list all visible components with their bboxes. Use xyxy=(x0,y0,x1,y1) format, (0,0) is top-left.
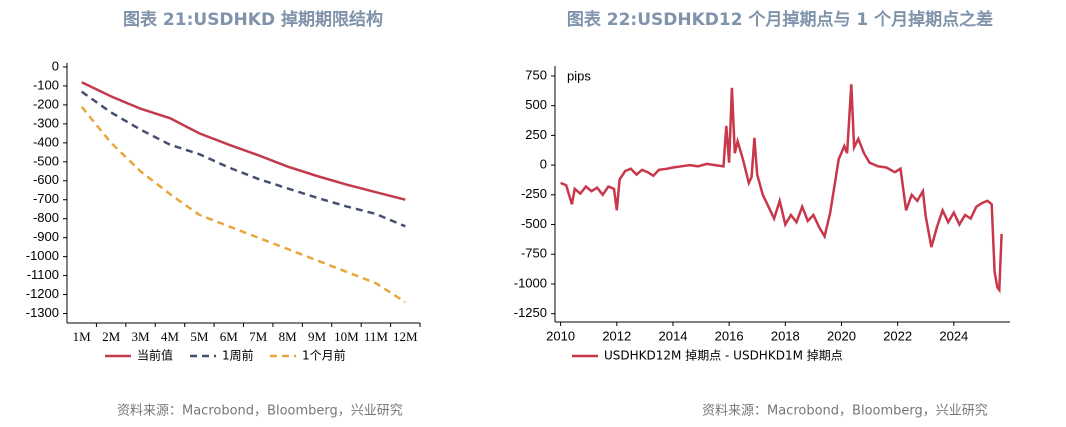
source: 资料来源：Macrobond，Bloomberg，兴业研究 xyxy=(117,404,403,419)
x-tick-label: 2024 xyxy=(939,328,968,343)
x-tick-label: 2012 xyxy=(602,328,631,343)
legend-label: USDHKD12M 掉期点 - USDHKD1M 掉期点 xyxy=(604,349,843,363)
y-tick-label: 0 xyxy=(540,157,547,172)
x-tick-label: 2018 xyxy=(771,328,800,343)
legend-label: 1个月前 xyxy=(302,348,346,363)
x-tick-label: 2010 xyxy=(546,328,575,343)
y-tick-label: -600 xyxy=(33,172,59,187)
annotation: pips xyxy=(567,68,591,83)
x-tick-label: 7M xyxy=(249,329,268,344)
y-tick-label: -100 xyxy=(33,77,59,92)
x-tick-label: 4M xyxy=(161,329,180,344)
x-tick-label: 2020 xyxy=(827,328,856,343)
y-tick-label: -250 xyxy=(521,186,547,201)
legend-label: 当前值 xyxy=(137,348,173,363)
x-tick-label: 2022 xyxy=(883,328,912,343)
x-tick-label: 5M xyxy=(190,329,209,344)
y-tick-label: -1250 xyxy=(514,305,547,320)
source: 资料来源：Macrobond，Bloomberg，兴业研究 xyxy=(702,404,988,419)
x-tick-label: 10M xyxy=(334,329,359,344)
y-tick-label: -800 xyxy=(33,210,59,225)
y-tick-label: 250 xyxy=(525,127,547,142)
y-tick-label: -400 xyxy=(33,134,59,149)
y-tick-label: -900 xyxy=(33,229,59,244)
x-tick-label: 3M xyxy=(132,329,151,344)
y-tick-label: -1200 xyxy=(26,286,59,301)
y-tick-label: -200 xyxy=(33,96,59,111)
series-line xyxy=(80,90,406,228)
y-tick-label: -700 xyxy=(33,191,59,206)
y-tick-label: 500 xyxy=(525,97,547,112)
series-line xyxy=(81,81,406,201)
y-tick-label: 0 xyxy=(52,58,59,73)
x-tick-label: 6M xyxy=(220,329,239,344)
x-tick-label: 9M xyxy=(308,329,327,344)
legend-label: 1周前 xyxy=(222,348,254,363)
series-line xyxy=(560,84,1003,294)
chart-title: 图表 21:USDHKD 掉期期限结构 xyxy=(123,9,383,30)
y-tick-label: 750 xyxy=(525,67,547,82)
x-tick-label: 1M xyxy=(73,329,92,344)
x-tick-label: 12M xyxy=(393,329,418,344)
y-tick-label: -1100 xyxy=(27,267,59,282)
y-tick-label: -500 xyxy=(521,216,547,231)
y-tick-label: -1000 xyxy=(26,248,59,263)
y-tick-label: -1000 xyxy=(514,275,547,290)
series-line xyxy=(80,106,406,304)
x-tick-label: 2M xyxy=(102,329,121,344)
y-tick-label: -300 xyxy=(33,115,59,130)
x-tick-label: 8M xyxy=(279,329,298,344)
x-tick-label: 2014 xyxy=(659,328,688,343)
y-tick-label: -750 xyxy=(521,246,547,261)
y-tick-label: -1300 xyxy=(26,305,59,320)
y-tick-label: -500 xyxy=(33,153,59,168)
x-tick-label: 11M xyxy=(364,329,389,344)
x-tick-label: 2016 xyxy=(715,328,744,343)
chart-title: 图表 22:USDHKD12 个月掉期点与 1 个月掉期点之差 xyxy=(567,9,993,30)
